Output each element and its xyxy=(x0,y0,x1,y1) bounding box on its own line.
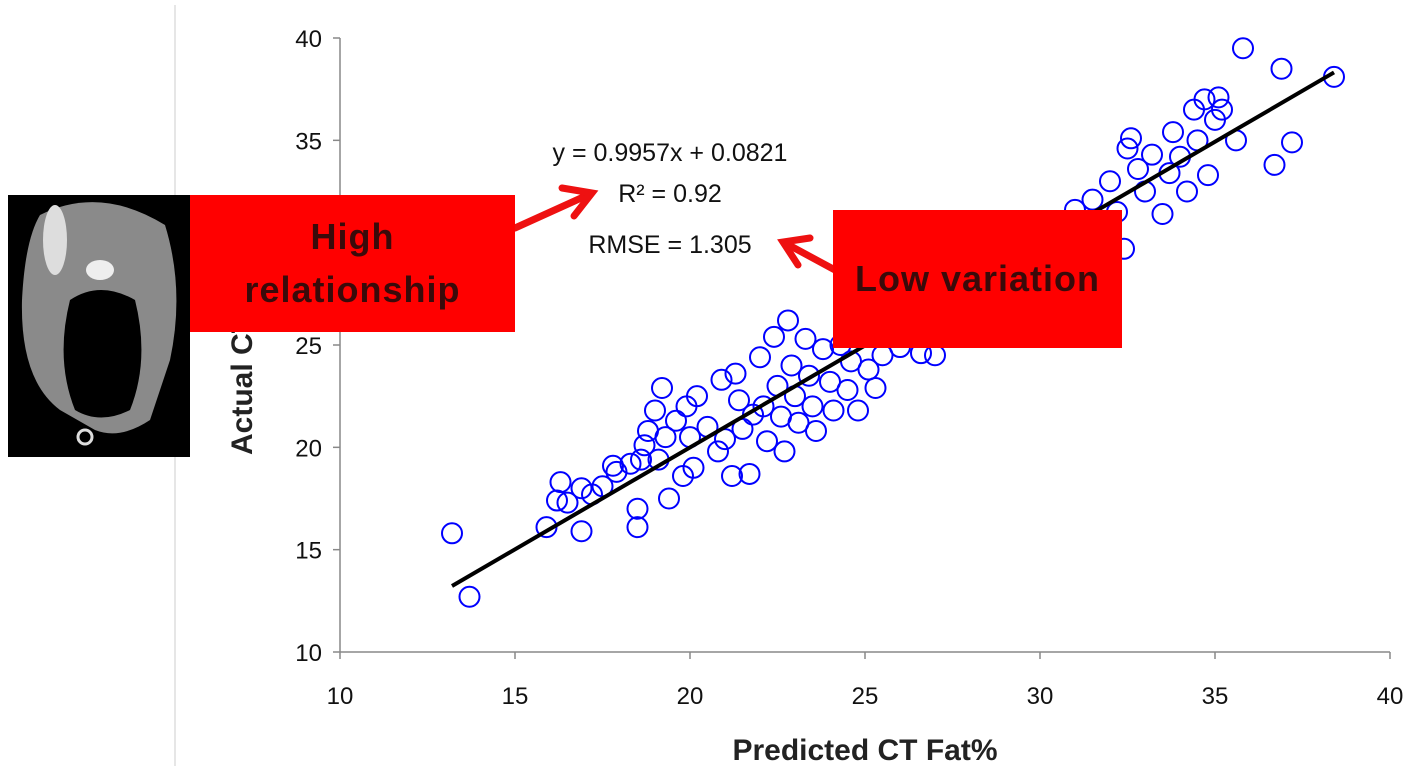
point xyxy=(777,309,799,332)
point xyxy=(721,464,743,487)
callout-high: High relationship xyxy=(190,195,515,332)
point xyxy=(822,399,845,422)
x-tick-label: 20 xyxy=(677,683,704,710)
point xyxy=(1207,86,1230,109)
point xyxy=(864,376,887,399)
point xyxy=(805,419,827,442)
point xyxy=(665,409,687,432)
point xyxy=(658,487,680,510)
equation: y = 0.9957x + 0.0821 xyxy=(553,139,788,167)
point xyxy=(686,385,708,408)
y-tick-label: 25 xyxy=(295,333,322,360)
point xyxy=(1081,188,1104,211)
point xyxy=(441,522,463,545)
point xyxy=(1193,88,1216,111)
point xyxy=(847,399,869,422)
point xyxy=(651,376,673,399)
x-tick-label: 15 xyxy=(502,683,529,710)
point xyxy=(1141,143,1163,166)
point xyxy=(752,395,775,418)
point xyxy=(1176,180,1198,203)
point xyxy=(1232,37,1254,60)
point xyxy=(738,462,761,485)
point xyxy=(798,364,820,387)
point xyxy=(749,346,771,369)
ct-image xyxy=(8,195,190,457)
point xyxy=(1281,131,1303,154)
x-tick-label: 25 xyxy=(852,683,879,710)
point xyxy=(707,440,729,463)
point xyxy=(602,454,624,477)
rmse: RMSE = 1.305 xyxy=(588,231,751,259)
point xyxy=(728,389,750,412)
y-tick-label: 10 xyxy=(295,640,322,667)
y-tick-label: 20 xyxy=(295,435,322,462)
y-tick-label: 15 xyxy=(295,538,322,565)
y-tick-label: 40 xyxy=(295,26,322,53)
point xyxy=(1099,170,1121,193)
point xyxy=(654,426,677,449)
point xyxy=(763,325,785,348)
point xyxy=(1116,137,1139,160)
point xyxy=(710,368,733,391)
point xyxy=(630,448,652,471)
point xyxy=(619,452,642,475)
point xyxy=(924,344,946,367)
point xyxy=(1197,164,1219,187)
x-tick-label: 10 xyxy=(327,683,354,710)
point xyxy=(626,497,649,520)
point xyxy=(780,354,803,377)
point xyxy=(549,471,572,494)
point xyxy=(556,491,579,514)
point xyxy=(458,585,481,608)
point xyxy=(773,440,796,463)
r-squared: R² = 0.92 xyxy=(618,180,722,208)
point xyxy=(570,477,593,500)
point xyxy=(787,411,810,434)
point xyxy=(801,395,824,418)
point xyxy=(756,430,778,453)
point xyxy=(626,516,649,539)
point xyxy=(794,327,817,350)
point xyxy=(724,362,747,385)
x-tick-label: 30 xyxy=(1027,683,1054,710)
point xyxy=(1270,57,1293,80)
x-tick-label: 40 xyxy=(1377,683,1404,710)
point xyxy=(682,456,705,479)
x-tick-label: 35 xyxy=(1202,683,1229,710)
callout-low: Low variation xyxy=(833,210,1122,348)
y-tick-label: 35 xyxy=(295,128,322,155)
point xyxy=(1127,157,1149,180)
point xyxy=(644,399,666,422)
point xyxy=(633,434,656,457)
point xyxy=(1162,121,1184,144)
point xyxy=(836,379,859,402)
point xyxy=(819,370,841,393)
point xyxy=(1120,127,1142,150)
point xyxy=(1211,98,1233,121)
arrows xyxy=(511,184,839,274)
point xyxy=(812,338,834,361)
x-axis-title: Predicted CT Fat% xyxy=(732,734,997,767)
point xyxy=(570,520,593,543)
point xyxy=(1151,203,1174,226)
point xyxy=(1263,153,1286,176)
